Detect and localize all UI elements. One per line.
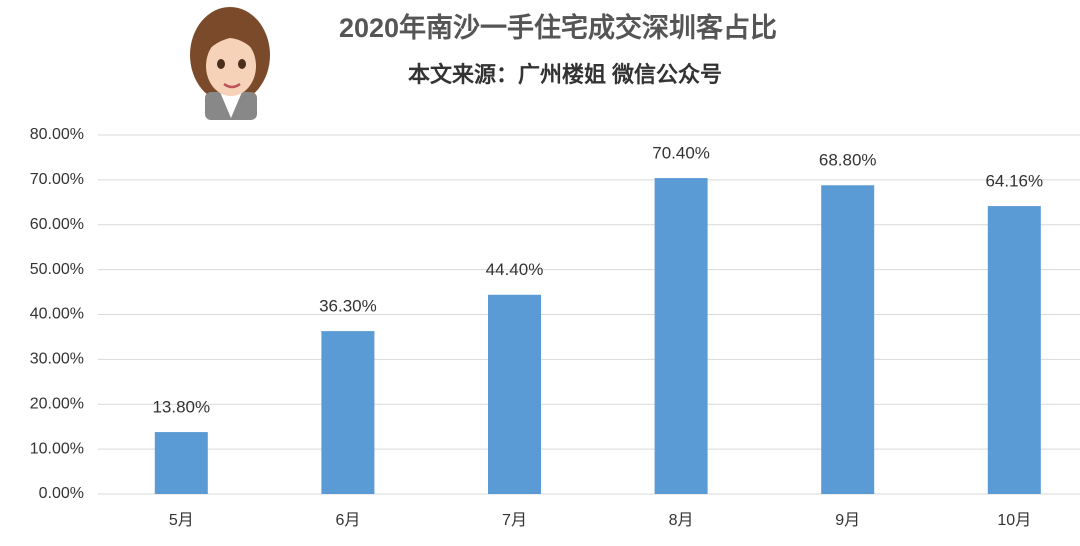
y-tick-label: 40.00%: [30, 306, 84, 323]
data-label: 70.40%: [652, 144, 710, 163]
y-tick-label: 70.00%: [30, 171, 84, 188]
bar: [987, 206, 1041, 494]
y-tick-label: 30.00%: [30, 351, 84, 368]
bar: [154, 432, 208, 494]
y-tick-label: 80.00%: [30, 126, 84, 143]
bar: [488, 294, 541, 494]
bar: [321, 331, 375, 494]
chart-title: 2020年南沙一手住宅成交深圳客占比: [339, 12, 777, 43]
x-tick-label: 8月: [669, 512, 694, 529]
x-tick-label: 5月: [169, 512, 194, 529]
data-label: 68.80%: [819, 151, 877, 170]
y-tick-label: 10.00%: [30, 440, 84, 457]
chart-subtitle: 本文来源：广州楼姐 微信公众号: [408, 62, 722, 87]
x-tick-label: 7月: [502, 512, 527, 529]
y-tick-label: 0.00%: [39, 485, 84, 502]
data-label: 13.80%: [152, 398, 210, 417]
avatar: [190, 7, 270, 120]
y-tick-label: 50.00%: [30, 261, 84, 278]
bar: [821, 185, 875, 494]
y-tick-label: 60.00%: [30, 216, 84, 233]
x-tick-label: 6月: [335, 512, 360, 529]
data-label: 36.30%: [319, 297, 377, 316]
data-label: 44.40%: [486, 260, 544, 279]
x-tick-label: 10月: [997, 512, 1031, 529]
bar: [654, 178, 708, 494]
data-label: 64.16%: [985, 172, 1043, 191]
y-tick-label: 20.00%: [30, 395, 84, 412]
x-tick-label: 9月: [835, 512, 860, 529]
